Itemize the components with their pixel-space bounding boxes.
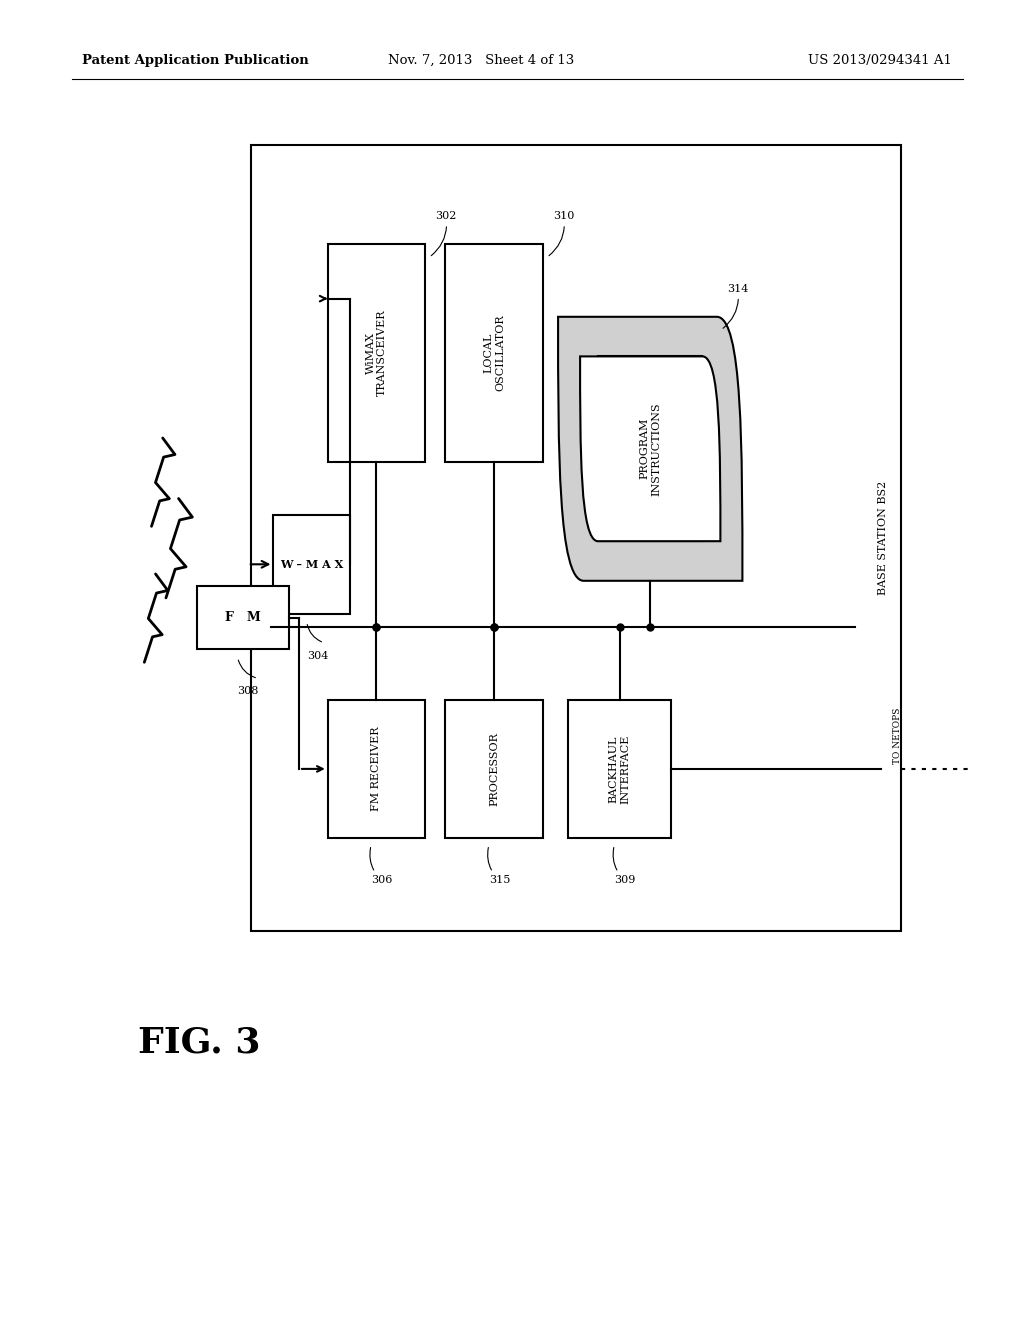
Text: Nov. 7, 2013   Sheet 4 of 13: Nov. 7, 2013 Sheet 4 of 13 — [388, 54, 574, 67]
Bar — [445, 244, 543, 462]
Text: 310: 310 — [549, 211, 574, 256]
Text: Patent Application Publication: Patent Application Publication — [82, 54, 308, 67]
Text: PROCESSOR: PROCESSOR — [489, 733, 499, 805]
PathPatch shape — [581, 356, 720, 541]
Bar — [445, 700, 543, 838]
Bar — [568, 700, 671, 838]
Bar — [273, 515, 350, 614]
Bar — [598, 356, 702, 541]
PathPatch shape — [558, 317, 742, 581]
Text: WiMAX
TRANSCEIVER: WiMAX TRANSCEIVER — [366, 310, 387, 396]
Text: FM RECEIVER: FM RECEIVER — [372, 726, 381, 812]
Text: 314: 314 — [723, 284, 749, 329]
Text: 312: 312 — [676, 363, 697, 374]
Text: US 2013/0294341 A1: US 2013/0294341 A1 — [808, 54, 952, 67]
Bar — [197, 586, 289, 649]
Text: W – M A X: W – M A X — [281, 558, 343, 570]
Text: 308: 308 — [238, 686, 259, 697]
Text: 315: 315 — [487, 847, 510, 886]
Bar — [328, 244, 425, 462]
Text: 309: 309 — [613, 847, 636, 886]
Text: 304: 304 — [307, 651, 328, 661]
Bar — [251, 145, 901, 931]
Text: FIG. 3: FIG. 3 — [138, 1026, 261, 1060]
Text: PROGRAM
INSTRUCTIONS: PROGRAM INSTRUCTIONS — [639, 403, 662, 495]
Text: TO NETOPS: TO NETOPS — [893, 708, 902, 763]
Text: F   M: F M — [225, 611, 260, 624]
Text: 302: 302 — [431, 211, 457, 256]
Text: 306: 306 — [370, 847, 392, 886]
Bar — [328, 700, 425, 838]
Text: BACKHAUL
INTERFACE: BACKHAUL INTERFACE — [608, 734, 631, 804]
Text: BASE STATION BS2: BASE STATION BS2 — [878, 480, 888, 595]
Text: LOCAL
OSCILLATOR: LOCAL OSCILLATOR — [483, 314, 505, 392]
